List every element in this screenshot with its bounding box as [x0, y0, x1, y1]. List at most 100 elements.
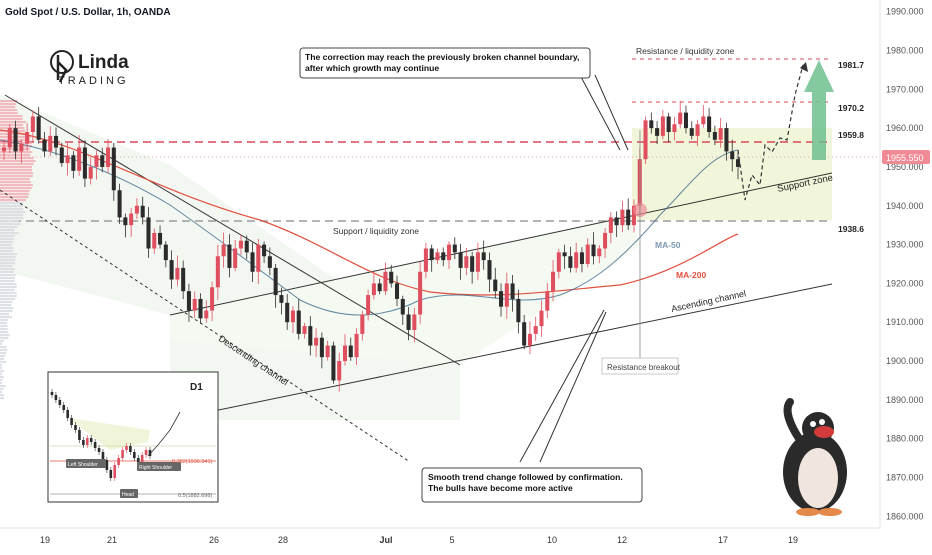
candle-body: [186, 291, 191, 311]
inset-left-shoulder-label: Left Shoulder: [68, 462, 98, 468]
volume-bar: [0, 217, 24, 220]
volume-bar: [0, 208, 24, 211]
candle-body: [140, 205, 145, 218]
volume-bar: [0, 220, 20, 223]
candle-body: [383, 271, 388, 292]
level-1938-label: 1938.6: [838, 224, 864, 234]
volume-bar: [0, 163, 34, 166]
price-tick-label: 1970.000: [886, 84, 924, 94]
price-tick-label: 1870.000: [886, 473, 924, 483]
volume-bar: [0, 355, 6, 358]
support-zone-level-label: Support / liquidity zone: [333, 226, 419, 236]
volume-bar: [0, 247, 14, 250]
candle-body: [71, 155, 76, 171]
candle-body: [302, 326, 307, 334]
candle-body: [238, 240, 243, 249]
candle-body: [464, 256, 469, 268]
volume-bar: [0, 169, 32, 172]
current-price-badge: [882, 150, 930, 164]
level-1959-label: 1959.8: [838, 130, 864, 140]
time-axis-ticks: 19 21 26 28 Jul 5 10 12 17 19: [40, 535, 798, 545]
candle-body: [256, 244, 261, 272]
candle-body: [25, 132, 30, 144]
candle-body: [562, 252, 567, 257]
candle-body: [244, 240, 249, 253]
volume-bar: [0, 382, 2, 385]
candle-body: [53, 135, 59, 148]
volume-bar: [0, 289, 15, 292]
volume-bar: [0, 259, 16, 262]
volume-bar: [0, 118, 23, 121]
volume-bar: [0, 364, 2, 367]
candle-body: [481, 252, 486, 261]
candle-body: [400, 298, 405, 315]
pingu-mascot: [783, 398, 847, 516]
volume-bar: [0, 394, 5, 397]
candle-body: [551, 271, 556, 292]
candle-body: [568, 256, 573, 268]
price-tick-label: 1980.000: [886, 45, 924, 55]
candle-body: [441, 252, 446, 261]
candle-body: [152, 232, 157, 249]
volume-bar: [0, 253, 18, 256]
inset-candle-body: [136, 458, 140, 462]
current-price-text: 1955.550: [886, 153, 924, 163]
inset-candle-body: [144, 450, 148, 455]
volume-bar: [0, 193, 29, 196]
inset-candle-body: [125, 446, 128, 450]
candle-body: [285, 302, 290, 323]
candle-body: [123, 217, 128, 226]
inset-candle-body: [74, 425, 77, 430]
candle-body: [94, 155, 99, 167]
volume-bar: [0, 262, 15, 265]
candle-body: [470, 256, 475, 272]
price-axis[interactable]: [880, 0, 932, 528]
candle-body: [88, 166, 93, 179]
inset-candle-body: [70, 418, 73, 425]
candle-body: [366, 295, 371, 315]
volume-bar: [0, 166, 32, 169]
level-1970-label: 1970.2: [838, 103, 864, 113]
candle-body: [7, 128, 12, 148]
volume-bar: [0, 175, 33, 178]
volume-bar: [0, 325, 8, 328]
symbol-title: Gold Spot / U.S. Dollar, 1h, OANDA: [5, 7, 171, 18]
price-tick-label: 1990.000: [886, 7, 924, 17]
volume-bar: [0, 202, 24, 205]
volume-bar: [0, 178, 30, 181]
callout-pointer-top-2: [594, 74, 629, 151]
annotation-bottom-box: [421, 467, 643, 503]
resistance-breakout-label-box: [601, 357, 679, 375]
volume-bar: [0, 376, 4, 379]
inset-candle-body: [140, 455, 144, 462]
ma200-line: [0, 129, 739, 296]
candle-body: [204, 310, 209, 319]
inset-candle-body: [109, 470, 113, 478]
linda-trading-logo: [50, 50, 74, 83]
candle-body: [643, 120, 648, 160]
volume-bar: [0, 367, 3, 370]
candle-body: [181, 267, 186, 292]
candle-body: [695, 124, 700, 136]
candle-body: [603, 232, 608, 249]
logo-top-text: Linda: [78, 52, 129, 73]
volume-bar: [0, 397, 5, 400]
inset-candle-body: [97, 448, 101, 452]
volume-bar: [0, 211, 26, 214]
volume-bar: [0, 157, 34, 160]
candle-body: [435, 252, 440, 261]
inset-projection: [147, 411, 181, 457]
candle-body: [423, 248, 428, 272]
volume-bar: [0, 241, 14, 244]
candle-body: [649, 120, 654, 129]
candle-body: [406, 314, 411, 330]
time-tick-label: 19: [788, 535, 798, 545]
volume-bar: [0, 274, 16, 277]
volume-bar: [0, 232, 19, 235]
price-tick-label: 1910.000: [886, 317, 924, 327]
inset-candle-body: [78, 430, 81, 440]
volume-bar: [0, 310, 13, 313]
candle-body: [597, 248, 602, 257]
